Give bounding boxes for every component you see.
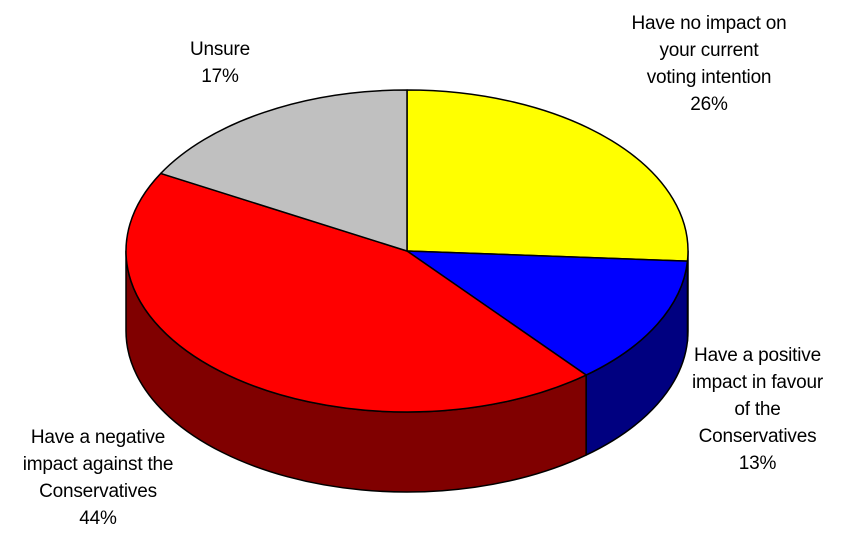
slice-label-line: voting intention bbox=[646, 67, 772, 88]
slice-label-line: impact against the bbox=[22, 454, 174, 475]
slice-label-line: Have no impact on bbox=[631, 13, 787, 34]
slice-value-label: 44% bbox=[79, 508, 117, 529]
slice-value-label: 13% bbox=[738, 453, 777, 474]
pie-slice bbox=[125, 172, 587, 413]
slice-label-no-impact: Have no impact on your current voting in… bbox=[594, 10, 824, 118]
slice-label-line: Have a positive bbox=[694, 345, 821, 366]
slice-label-line: Have a negative bbox=[30, 427, 166, 448]
slice-label-line: your current bbox=[659, 40, 759, 61]
pie-slice bbox=[160, 89, 408, 252]
pie-slice bbox=[406, 89, 689, 262]
pie-top-group bbox=[125, 89, 689, 413]
slice-label-negative-impact: Have a negative impact against the Conse… bbox=[0, 424, 196, 532]
slice-label-unsure: Unsure 17% bbox=[160, 36, 280, 90]
slice-label-line: Unsure bbox=[189, 39, 251, 60]
slice-label-positive-impact: Have a positive impact in favour of the … bbox=[670, 342, 845, 477]
slice-label-line: of the bbox=[734, 399, 781, 420]
slice-label-line: Conservatives bbox=[39, 481, 157, 502]
slice-value-label: 26% bbox=[690, 94, 728, 115]
slice-label-line: impact in favour bbox=[692, 372, 823, 393]
pie-slice bbox=[406, 250, 689, 376]
slice-value-label: 17% bbox=[201, 66, 239, 87]
slice-label-line: Conservatives bbox=[698, 426, 817, 447]
